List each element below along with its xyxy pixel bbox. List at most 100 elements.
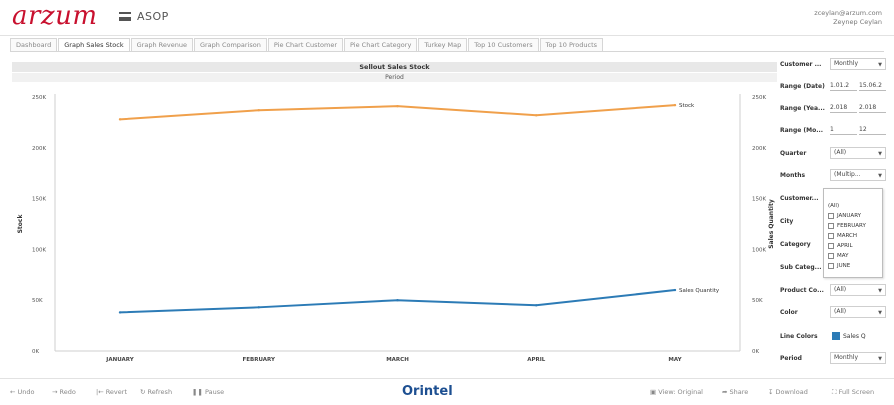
filter-select-value: (All) — [834, 308, 846, 315]
series-end-label: Sales Quantity — [679, 288, 720, 294]
share-button[interactable]: ➦ Share — [722, 388, 748, 396]
download-button[interactable]: ↧ Download — [768, 388, 808, 396]
user-email[interactable]: zceylan@arzum.com — [814, 9, 882, 17]
checkbox-icon[interactable] — [828, 233, 834, 239]
orintel-logo: Orintel — [402, 384, 453, 399]
redo-button[interactable]: → Redo — [52, 388, 76, 396]
months-option[interactable]: APRIL — [828, 243, 853, 249]
data-point — [674, 104, 676, 106]
full-screen-button[interactable]: ⛶ Full Screen — [832, 388, 874, 397]
view-original-button[interactable]: ▣ View: Original — [650, 388, 703, 396]
range-to[interactable]: 2.018 — [859, 102, 886, 113]
filter-select-value: (All) — [834, 149, 846, 156]
x-tick-label: FEBRUARY — [243, 357, 276, 363]
y-tick-label-left: 50K — [32, 298, 43, 304]
y-tick-label-right: 150K — [752, 197, 766, 203]
y-tick-label-right: 0K — [752, 349, 759, 355]
filter-select-value: (Multip... — [834, 171, 861, 178]
data-point — [535, 304, 537, 306]
data-point — [119, 311, 121, 313]
range-to[interactable]: 12 — [859, 124, 886, 135]
filter-label: Quarter — [780, 150, 828, 157]
range-to[interactable]: 15.06.2 — [859, 80, 886, 91]
pause-label: Pause — [205, 388, 224, 396]
checkbox-icon[interactable] — [828, 213, 834, 219]
share-label: Share — [730, 388, 749, 396]
x-tick-label: MAY — [668, 357, 682, 363]
months-option[interactable]: FEBRUARY — [828, 223, 866, 229]
full-screen-label: Full Screen — [839, 388, 875, 396]
line-color-swatch[interactable] — [832, 332, 840, 340]
y-tick-label-left: 150K — [32, 197, 46, 203]
undo-button[interactable]: ← Undo — [10, 388, 35, 396]
series-end-label: Stock — [679, 103, 695, 109]
sales-stock-chart[interactable]: 250K 200K 150K 100K 50K 0K 250K 200K 150K 100K 50K… — [0, 0, 780, 378]
filter-label: Range (Yea... — [780, 105, 828, 112]
filter-select[interactable]: (Multip... ▼ — [830, 169, 886, 181]
filter-select-value: (All) — [834, 286, 846, 293]
filter-select[interactable]: Monthly ▼ — [830, 352, 886, 364]
months-option[interactable]: JANUARY — [828, 213, 861, 219]
filter-label: Range (Mo... — [780, 127, 828, 134]
range-filter[interactable]: 1.01.2 15.06.2 — [830, 80, 888, 92]
filter-select[interactable]: (All) ▼ — [830, 284, 886, 296]
months-option-label: MARCH — [837, 233, 857, 239]
filter-row: Line Colors Sales Q — [780, 330, 890, 346]
months-dropdown[interactable]: (All) JANUARY FEBRUARY MARCH APRIL MAY JUNE — [823, 188, 883, 278]
filter-label: Line Colors — [780, 333, 828, 340]
y-tick-label-right: 250K — [752, 95, 766, 101]
filter-select[interactable]: (All) ▼ — [830, 147, 886, 159]
line-color-label: Sales Q — [843, 333, 866, 340]
checkbox-icon[interactable] — [828, 243, 834, 249]
revert-button[interactable]: |← Revert — [96, 388, 127, 396]
checkbox-icon[interactable] — [828, 223, 834, 229]
filter-row: Range (Mo... 1 12 — [780, 124, 890, 140]
y-tick-label-left: 0K — [32, 349, 39, 355]
months-option[interactable]: MARCH — [828, 233, 857, 239]
checkbox-icon[interactable] — [828, 263, 834, 269]
chevron-down-icon: ▼ — [878, 149, 882, 159]
data-point — [258, 109, 260, 111]
range-from[interactable]: 1 — [830, 124, 857, 135]
y-tick-label-left: 250K — [32, 95, 46, 101]
toolbar-footer: ← Undo → Redo |← Revert ↻ Refresh ❚❚ Pau… — [0, 378, 894, 405]
months-option[interactable]: JUNE — [828, 263, 850, 269]
filter-label: Category — [780, 241, 828, 248]
range-filter[interactable]: 2.018 2.018 — [830, 102, 888, 114]
filter-select-value: Monthly — [834, 354, 858, 361]
filter-select[interactable]: Monthly ▼ — [830, 58, 886, 70]
data-point — [119, 118, 121, 120]
revert-label: Revert — [106, 388, 127, 396]
filter-row: Range (Date) 1.01.2 15.06.2 — [780, 80, 890, 96]
x-tick-label: APRIL — [527, 357, 546, 363]
filter-row: Customer ... Monthly ▼ — [780, 58, 890, 74]
filter-label: Customer ... — [780, 61, 828, 68]
filter-row: Range (Yea... 2.018 2.018 — [780, 102, 890, 118]
refresh-label: Refresh — [148, 388, 173, 396]
chevron-down-icon: ▼ — [878, 171, 882, 181]
filter-select[interactable]: (All) ▼ — [830, 306, 886, 318]
range-from[interactable]: 1.01.2 — [830, 80, 857, 91]
data-point — [396, 105, 398, 107]
filter-row: Quarter (All) ▼ — [780, 147, 890, 163]
refresh-button[interactable]: ↻ Refresh — [140, 388, 172, 396]
chevron-down-icon: ▼ — [878, 286, 882, 296]
filter-label: Color — [780, 309, 828, 316]
range-from[interactable]: 2.018 — [830, 102, 857, 113]
months-option[interactable]: MAY — [828, 253, 848, 259]
data-point — [674, 289, 676, 291]
months-option[interactable]: (All) — [828, 203, 839, 209]
filter-label: Range (Date) — [780, 83, 828, 90]
months-option-label: JANUARY — [837, 213, 861, 219]
view-original-label: View: Original — [658, 388, 703, 396]
filter-select-value: Monthly — [834, 60, 858, 67]
range-filter[interactable]: 1 12 — [830, 124, 888, 136]
chevron-down-icon: ▼ — [878, 308, 882, 318]
checkbox-icon[interactable] — [828, 253, 834, 259]
filter-row: Period Monthly ▼ — [780, 352, 890, 368]
filter-label: Product Co... — [780, 287, 828, 294]
pause-button[interactable]: ❚❚ Pause — [192, 388, 224, 396]
download-label: Download — [776, 388, 808, 396]
undo-label: Undo — [18, 388, 35, 396]
filter-label: Sub Categ... — [780, 264, 828, 271]
